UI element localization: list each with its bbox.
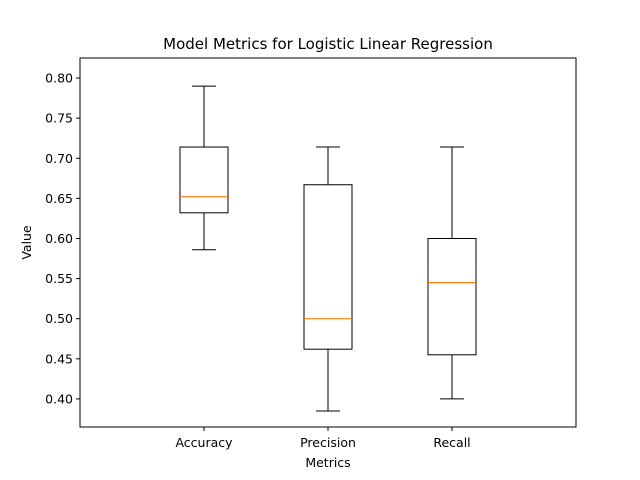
y-tick-label: 0.55: [45, 271, 73, 286]
chart-title: Model Metrics for Logistic Linear Regres…: [163, 35, 493, 53]
x-tick-label: Precision: [300, 435, 356, 450]
iqr-box: [179, 146, 229, 214]
box-recall: [427, 146, 477, 400]
y-tick-label: 0.65: [45, 191, 73, 206]
x-tick-label: Recall: [433, 435, 470, 450]
y-tick-label: 0.80: [45, 71, 73, 86]
y-axis: 0.40 0.45 0.50 0.55 0.60 0.65 0.70 0.75 0.80: [45, 71, 80, 406]
y-tick-label: 0.50: [45, 311, 73, 326]
x-tick-label: Accuracy: [175, 435, 233, 450]
y-tick-label: 0.40: [45, 391, 73, 406]
box-series: [179, 85, 477, 412]
x-axis: Accuracy Precision Recall: [175, 427, 471, 450]
iqr-box: [303, 184, 353, 350]
y-axis-label: Value: [19, 225, 34, 260]
y-tick-label: 0.75: [45, 111, 73, 126]
y-tick-label: 0.45: [45, 351, 73, 366]
y-tick-label: 0.60: [45, 231, 73, 246]
y-tick-label: 0.70: [45, 151, 73, 166]
x-axis-label: Metrics: [305, 455, 350, 470]
iqr-box: [427, 237, 477, 356]
box-precision: [303, 146, 353, 412]
box-accuracy: [179, 85, 229, 251]
